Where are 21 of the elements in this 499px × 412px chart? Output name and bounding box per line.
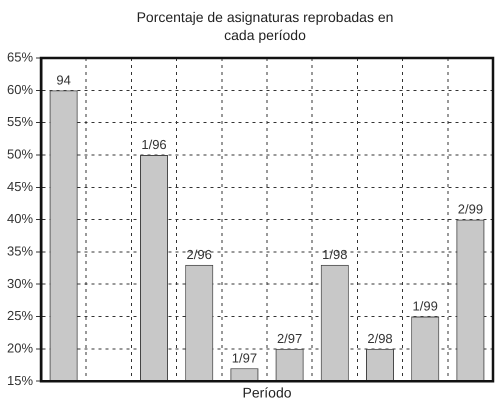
x-tick-label: 2/96	[186, 246, 212, 262]
y-tick-label: 45%	[6, 178, 34, 194]
x-tick-label: 1/97	[232, 350, 258, 366]
y-tick-label: 40%	[6, 211, 34, 226]
y-tick-label: 60%	[6, 82, 34, 97]
y-tick-label: 30%	[6, 276, 34, 291]
chart-title: Porcentaje de asignaturas reprobadas en cada período	[136, 8, 394, 44]
x-tick-label: 2/99	[458, 202, 484, 217]
y-tick-label: 35%	[6, 244, 34, 258]
x-tick-label: 94	[56, 72, 71, 88]
x-tick-label: 2/97	[276, 330, 302, 346]
x-tick-label: 1/99	[412, 298, 438, 314]
y-tick-label: 20%	[6, 340, 34, 356]
y-tick-label: 15%	[6, 372, 34, 388]
x-tick-label: 2/98	[367, 330, 393, 346]
y-tick-label: 25%	[6, 308, 34, 324]
x-axis-title: Período	[242, 384, 292, 400]
y-tick-label: 50%	[6, 146, 34, 162]
x-tick-label: 1/96	[141, 137, 167, 152]
y-tick-label: 65%	[6, 50, 34, 65]
y-tick-label: 55%	[6, 114, 34, 130]
